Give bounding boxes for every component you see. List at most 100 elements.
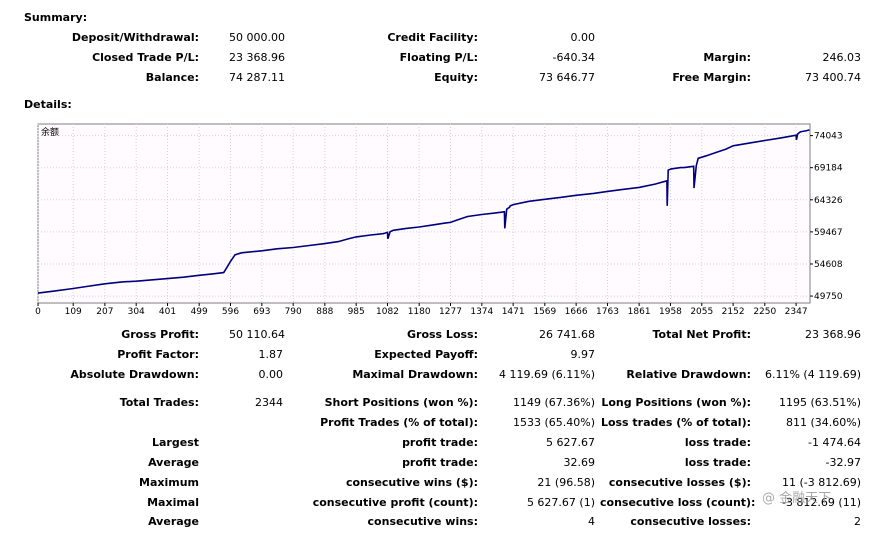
balance-chart: 0 109 207 304 401 499 596 693 790 888 985 1082 1180 1… — [35, 123, 843, 317]
deposit-value: 50 000.00 — [229, 31, 285, 44]
avg-consecutive-wins-value: 4 — [588, 515, 595, 528]
maximal-label: Maximal — [147, 496, 199, 509]
closed-pl-label: Closed Trade P/L: — [92, 51, 199, 64]
expected-payoff-value: 9.97 — [570, 348, 596, 361]
margin-label: Margin: — [703, 51, 751, 64]
profit-factor-label: Profit Factor: — [117, 348, 199, 361]
total-net-profit-label: Total Net Profit: — [652, 328, 752, 341]
x-tick-label: 2152 — [722, 307, 745, 317]
total-trades-value: 2344 — [255, 396, 283, 409]
profit-factor-value: 1.87 — [258, 348, 284, 361]
average-loss-label: loss trade: — [684, 456, 751, 469]
x-tick-label: 2250 — [753, 307, 776, 317]
x-tick-label: 1180 — [408, 307, 431, 317]
x-tick-label: 0 — [35, 307, 41, 317]
x-tick-label: 207 — [96, 307, 113, 317]
x-tick-label: 1763 — [596, 307, 619, 317]
avg-consecutive-losses-value: 2 — [854, 515, 861, 528]
credit-value: 0.00 — [570, 31, 596, 44]
x-tick-label: 2347 — [785, 307, 808, 317]
credit-label: Credit Facility: — [387, 31, 478, 44]
maximal-consecutive-loss-value: -3 812.69 (11) — [781, 496, 861, 509]
y-tick-label: 64326 — [814, 196, 843, 206]
gross-profit-label: Gross Profit: — [121, 328, 199, 341]
x-tick-label: 1569 — [533, 307, 556, 317]
short-positions-label: Short Positions (won %): — [324, 396, 478, 409]
relative-drawdown-value: 6.11% (4 119.69) — [764, 368, 861, 381]
avg-consecutive-wins-label: consecutive wins: — [367, 515, 478, 528]
avg-consecutive-losses-label: consecutive losses: — [630, 515, 751, 528]
x-tick-label: 1277 — [439, 307, 462, 317]
average-loss-value: -32.97 — [825, 456, 861, 469]
free-margin-value: 73 400.74 — [805, 71, 861, 84]
absolute-drawdown-value: 0.00 — [258, 368, 284, 381]
x-tick-label: 693 — [253, 307, 270, 317]
average-label: Average — [148, 456, 199, 469]
profit-trades-label: Profit Trades (% of total): — [320, 416, 478, 429]
maximal-drawdown-value: 4 119.69 (6.11%) — [498, 368, 595, 381]
maximal-drawdown-label: Maximal Drawdown: — [352, 368, 478, 381]
average-profit-value: 32.69 — [563, 456, 596, 469]
balance-series-line — [37, 129, 810, 294]
equity-label: Equity: — [434, 71, 478, 84]
x-tick-label: 1958 — [659, 307, 682, 317]
expected-payoff-label: Expected Payoff: — [374, 348, 478, 361]
x-tick-label: 109 — [65, 307, 82, 317]
average-profit-label: profit trade: — [402, 456, 478, 469]
floating-pl-label: Floating P/L: — [399, 51, 478, 64]
gross-loss-label: Gross Loss: — [407, 328, 478, 341]
maximum-label: Maximum — [139, 476, 199, 489]
deposit-label: Deposit/Withdrawal: — [71, 31, 199, 44]
x-tick-label: 888 — [316, 307, 333, 317]
loss-trades-value: 811 (34.60%) — [785, 416, 861, 429]
balance-label: Balance: — [145, 71, 199, 84]
long-positions-value: 1195 (63.51%) — [778, 396, 861, 409]
summary-heading: Summary: — [24, 11, 88, 24]
y-tick-label: 49750 — [814, 292, 843, 302]
x-tick-label: 1861 — [628, 307, 651, 317]
free-margin-label: Free Margin: — [672, 71, 751, 84]
max-consecutive-wins-value: 21 (96.58) — [537, 476, 595, 489]
total-net-profit-value: 23 368.96 — [805, 328, 861, 341]
plot-area — [37, 123, 811, 304]
profit-trades-value: 1533 (65.40%) — [512, 416, 595, 429]
x-tick-label: 596 — [222, 307, 239, 317]
details-heading: Details: — [24, 98, 72, 111]
largest-loss-value: -1 474.64 — [808, 436, 861, 449]
x-tick-label: 985 — [348, 307, 365, 317]
short-positions-value: 1149 (67.36%) — [512, 396, 595, 409]
maximal-consecutive-profit-label: consecutive profit (count): — [312, 496, 478, 509]
max-consecutive-losses-value: 11 (-3 812.69) — [781, 476, 861, 489]
y-tick-label: 59467 — [814, 228, 843, 238]
maximal-consecutive-profit-value: 5 627.67 (1) — [526, 496, 595, 509]
largest-loss-label: loss trade: — [684, 436, 751, 449]
x-tick-label: 1666 — [565, 307, 588, 317]
chart-title: 余额 — [41, 126, 59, 138]
balance-chart-svg: 0 109 207 304 401 499 596 693 790 888 985 1082 1180 1… — [35, 123, 843, 317]
total-trades-label: Total Trades: — [119, 396, 199, 409]
gross-profit-value: 50 110.64 — [229, 328, 285, 341]
floating-pl-value: -640.34 — [552, 51, 595, 64]
x-tick-label: 790 — [285, 307, 302, 317]
max-consecutive-losses-label: consecutive losses ($): — [608, 476, 751, 489]
largest-label: Largest — [152, 436, 199, 449]
largest-profit-label: profit trade: — [402, 436, 478, 449]
equity-value: 73 646.77 — [539, 71, 595, 84]
x-tick-label: 1471 — [502, 307, 525, 317]
margin-value: 246.03 — [822, 51, 862, 64]
maximal-consecutive-loss-label: consecutive loss (count): — [600, 496, 756, 509]
average-consecutive-label: Average — [148, 515, 199, 528]
y-tick-label: 54608 — [814, 260, 843, 270]
closed-pl-value: 23 368.96 — [229, 51, 285, 64]
x-tick-label: 499 — [191, 307, 208, 317]
gross-loss-value: 26 741.68 — [539, 328, 595, 341]
y-tick-label: 74043 — [814, 132, 843, 142]
long-positions-label: Long Positions (won %): — [601, 396, 751, 409]
x-tick-label: 401 — [159, 307, 176, 317]
x-tick-label: 304 — [128, 307, 145, 317]
x-tick-label: 2055 — [690, 307, 713, 317]
loss-trades-label: Loss trades (% of total): — [600, 416, 751, 429]
relative-drawdown-label: Relative Drawdown: — [626, 368, 751, 381]
largest-profit-value: 5 627.67 — [546, 436, 595, 449]
x-tick-label: 1082 — [376, 307, 399, 317]
